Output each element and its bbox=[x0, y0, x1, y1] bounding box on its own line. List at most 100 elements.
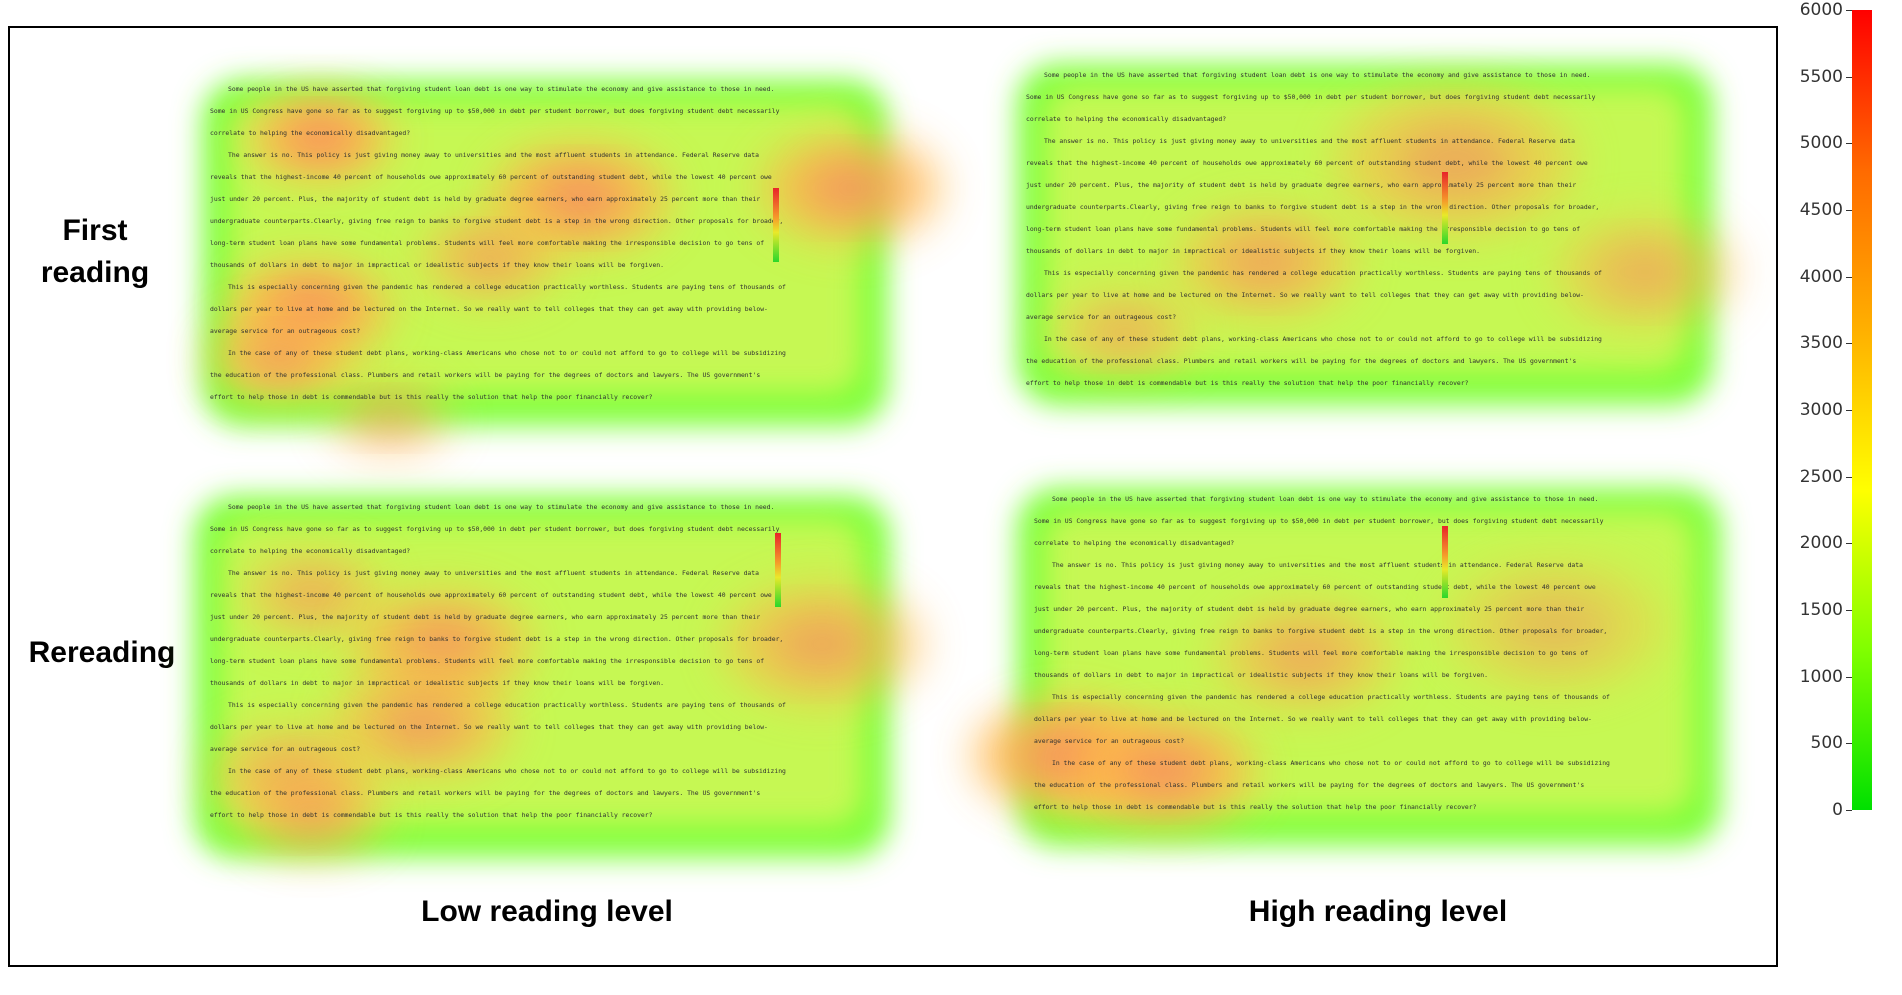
stimulus-line: long-term student loan plans have some f… bbox=[210, 239, 765, 247]
stimulus-line: correlate to helping the economically di… bbox=[210, 129, 411, 137]
column-label-high-reading-level: High reading level bbox=[1248, 895, 1508, 928]
stimulus-paragraph: This is especially concerning given the … bbox=[1026, 262, 1704, 328]
colorbar-tick-label: 5500 bbox=[1799, 66, 1843, 87]
colorbar-tick-label: 2000 bbox=[1799, 533, 1843, 554]
colorbar-tick-label: 500 bbox=[1810, 733, 1843, 754]
stimulus-line: The answer is no. This policy is just gi… bbox=[228, 569, 759, 577]
fixation-hotspot-core bbox=[277, 793, 347, 835]
heatmap-svg bbox=[1017, 64, 1735, 405]
row-label-rereading: Rereading bbox=[28, 636, 176, 669]
mini-colorbar-gradient bbox=[773, 188, 779, 262]
stimulus-line: In the case of any of these student debt… bbox=[228, 767, 786, 775]
fixation-hotspot-core bbox=[1395, 126, 1515, 198]
stimulus-line: Some people in the US have asserted that… bbox=[228, 85, 775, 93]
heatmap-svg bbox=[194, 496, 922, 858]
stimulus-line: dollars per year to live at home and be … bbox=[1034, 715, 1592, 723]
stimulus-line: just under 20 percent. Plus, the majorit… bbox=[210, 195, 761, 203]
fixation-hotspot-core bbox=[377, 697, 467, 751]
stimulus-line: correlate to helping the economically di… bbox=[210, 547, 411, 555]
fixation-hotspot-core bbox=[1600, 245, 1690, 299]
stimulus-line: The answer is no. This policy is just gi… bbox=[1044, 137, 1575, 145]
heatmap-panel: Some people in the US have asserted that… bbox=[975, 476, 1733, 858]
stimulus-line: dollars per year to live at home and be … bbox=[210, 305, 768, 313]
stimulus-line: reveals that the highest-income 40 perce… bbox=[1026, 159, 1588, 167]
colorbar-tick-mark bbox=[1846, 10, 1852, 11]
stimulus-line: just under 20 percent. Plus, the majorit… bbox=[1034, 605, 1585, 613]
fixation-hotspot-core bbox=[1090, 311, 1160, 353]
colorbar-tick-label: 4500 bbox=[1799, 200, 1843, 220]
stimulus-line: effort to help those in debt is commenda… bbox=[210, 393, 653, 401]
stimulus-text: Some people in the US have asserted that… bbox=[210, 78, 880, 408]
mini-colorbar-gradient bbox=[1442, 172, 1448, 244]
stimulus-text: Some people in the US have asserted that… bbox=[210, 496, 874, 826]
stimulus-line: effort to help those in debt is commenda… bbox=[1034, 803, 1477, 811]
stimulus-line: just under 20 percent. Plus, the majorit… bbox=[210, 613, 761, 621]
stimulus-paragraph: This is especially concerning given the … bbox=[210, 276, 880, 342]
colorbar-tick-label: 1500 bbox=[1799, 600, 1843, 620]
panel-mini-colorbar bbox=[775, 533, 781, 607]
colorbar-tick-mark bbox=[1846, 210, 1852, 211]
colorbar-tick-mark bbox=[1846, 676, 1852, 678]
stimulus-line: the education of the professional class.… bbox=[1034, 781, 1585, 789]
fixation-hotspot-core bbox=[1120, 744, 1210, 798]
stimulus-paragraph: In the case of any of these student debt… bbox=[1034, 752, 1704, 818]
stimulus-paragraph: Some people in the US have asserted that… bbox=[210, 78, 880, 144]
fixation-hotspot-core bbox=[277, 573, 347, 615]
stimulus-line: This is especially concerning given the … bbox=[228, 701, 786, 709]
colorbar-tick-mark bbox=[1846, 810, 1852, 811]
fixation-hotspot-core bbox=[772, 614, 872, 674]
stimulus-line: thousands of dollars in debt to major in… bbox=[210, 261, 665, 269]
colorbar-tick-mark bbox=[1846, 143, 1852, 145]
stimulus-line: average service for an outrageous cost? bbox=[1026, 313, 1177, 321]
panel-mini-colorbar bbox=[1442, 172, 1448, 244]
heatmap-panel: Some people in the US have asserted that… bbox=[182, 484, 922, 870]
column-label-low-reading-level: Low reading level bbox=[421, 895, 673, 928]
colorbar-tick-mark bbox=[1846, 743, 1852, 745]
stimulus-line: In the case of any of these student debt… bbox=[1044, 335, 1602, 343]
stimulus-paragraph: Some people in the US have asserted that… bbox=[1026, 64, 1704, 130]
stimulus-paragraph: In the case of any of these student debt… bbox=[210, 760, 874, 826]
stimulus-line: undergraduate counterparts.Clearly, givi… bbox=[1026, 203, 1600, 211]
stimulus-paragraph: In the case of any of these student debt… bbox=[210, 342, 880, 408]
figure-frame bbox=[8, 26, 1778, 967]
fixation-hotspot-core bbox=[245, 337, 315, 379]
heatmap-svg bbox=[975, 488, 1721, 846]
fixation-hotspot-core bbox=[360, 400, 420, 436]
colorbar-tick-label: 6000 bbox=[1799, 0, 1843, 20]
stimulus-line: Some in US Congress have gone so far as … bbox=[210, 107, 780, 115]
colorbar-tick-mark bbox=[1846, 76, 1852, 78]
stimulus-line: average service for an outrageous cost? bbox=[210, 745, 361, 753]
colorbar-tick-mark bbox=[1846, 343, 1852, 345]
stimulus-line: thousands of dollars in debt to major in… bbox=[1026, 247, 1481, 255]
stimulus-line: long-term student loan plans have some f… bbox=[1026, 225, 1581, 233]
stimulus-line: Some people in the US have asserted that… bbox=[1044, 71, 1591, 79]
stimulus-line: the education of the professional class.… bbox=[210, 789, 761, 797]
stimulus-line: undergraduate counterparts.Clearly, givi… bbox=[210, 635, 784, 643]
stimulus-paragraph: This is especially concerning given the … bbox=[210, 694, 874, 760]
stimulus-line: correlate to helping the economically di… bbox=[1026, 115, 1227, 123]
heatmap-panel: Some people in the US have asserted that… bbox=[1005, 52, 1735, 417]
stimulus-line: undergraduate counterparts.Clearly, givi… bbox=[210, 217, 784, 225]
stimulus-line: This is especially concerning given the … bbox=[228, 283, 786, 291]
stimulus-paragraph: This is especially concerning given the … bbox=[1034, 686, 1704, 752]
stimulus-paragraph: In the case of any of these student debt… bbox=[1026, 328, 1704, 394]
fixation-hotspot-core bbox=[397, 617, 487, 671]
stimulus-line: The answer is no. This policy is just gi… bbox=[1052, 561, 1583, 569]
stimulus-line: Some people in the US have asserted that… bbox=[228, 503, 775, 511]
stimulus-line: the education of the professional class.… bbox=[210, 371, 761, 379]
colorbar-tick-label: 2500 bbox=[1799, 466, 1843, 487]
stimulus-line: This is especially concerning given the … bbox=[1052, 693, 1610, 701]
colorbar-tick-mark bbox=[1846, 610, 1852, 611]
colorbar-tick-mark bbox=[1846, 543, 1852, 545]
stimulus-paragraph: Some people in the US have asserted that… bbox=[210, 496, 874, 562]
stimulus-line: just under 20 percent. Plus, the majorit… bbox=[1026, 181, 1577, 189]
stimulus-paragraph: The answer is no. This policy is just gi… bbox=[210, 562, 874, 694]
heatmap-panel: Some people in the US have asserted that… bbox=[190, 68, 940, 454]
stimulus-line: In the case of any of these student debt… bbox=[1052, 759, 1610, 767]
row-label-first-reading: First reading bbox=[40, 214, 150, 289]
stimulus-paragraph: The answer is no. This policy is just gi… bbox=[1034, 554, 1704, 686]
colorbar-tick-label: 1000 bbox=[1799, 666, 1843, 687]
fixation-hotspot-core bbox=[1220, 235, 1310, 289]
stimulus-paragraph: The answer is no. This policy is just gi… bbox=[210, 144, 880, 276]
stimulus-line: long-term student loan plans have some f… bbox=[1034, 649, 1589, 657]
